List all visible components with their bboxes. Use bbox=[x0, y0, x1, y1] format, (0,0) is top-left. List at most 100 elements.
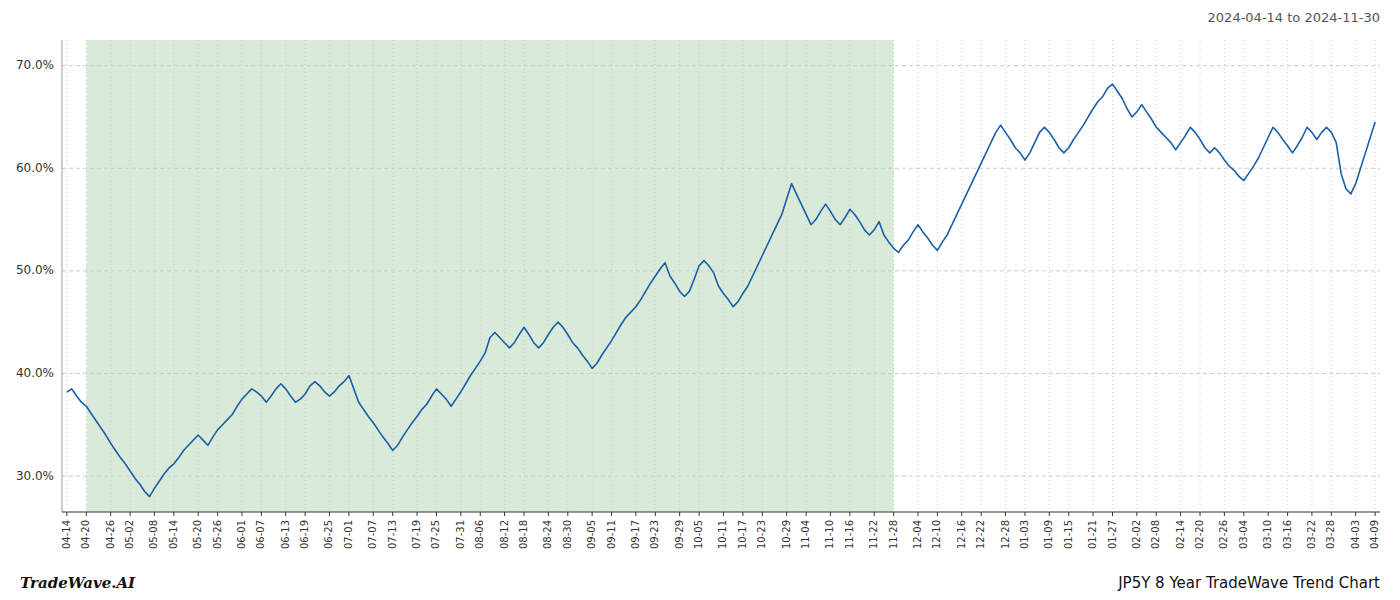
x-tick-label: 09-17 bbox=[630, 520, 641, 549]
x-tick bbox=[1068, 512, 1069, 516]
title: 2024-04-14 to 2024-11-30 bbox=[1208, 10, 1380, 25]
x-tick bbox=[217, 512, 218, 516]
x-tick bbox=[1224, 512, 1225, 516]
x-tick bbox=[1093, 512, 1094, 516]
x-tick-label: 06-01 bbox=[236, 520, 247, 549]
x-tick bbox=[655, 512, 656, 516]
x-tick bbox=[480, 512, 481, 516]
x-tick-label: 11-22 bbox=[868, 520, 879, 549]
x-tick bbox=[130, 512, 131, 516]
x-tick bbox=[1268, 512, 1269, 516]
x-grid-line bbox=[1311, 40, 1312, 512]
x-grid-line bbox=[329, 40, 330, 512]
x-tick-label: 02-26 bbox=[1218, 520, 1229, 549]
x-tick bbox=[86, 512, 87, 516]
x-tick bbox=[373, 512, 374, 516]
x-tick-label: 11-10 bbox=[824, 520, 835, 549]
x-tick-label: 10-11 bbox=[717, 520, 728, 549]
x-tick-label: 08-18 bbox=[518, 520, 529, 549]
x-tick bbox=[635, 512, 636, 516]
x-tick-label: 06-07 bbox=[255, 520, 266, 549]
y-grid-line bbox=[62, 373, 1380, 374]
x-tick-label: 12-16 bbox=[956, 520, 967, 549]
chart: 30.0%40.0%50.0%60.0%70.0%04-1404-2004-26… bbox=[0, 0, 1400, 600]
x-tick bbox=[830, 512, 831, 516]
x-tick-label: 01-15 bbox=[1063, 520, 1074, 549]
x-tick bbox=[417, 512, 418, 516]
x-tick-label: 07-01 bbox=[343, 520, 354, 549]
x-tick-label: 05-20 bbox=[192, 520, 203, 549]
x-grid-line bbox=[173, 40, 174, 512]
x-grid-line bbox=[198, 40, 199, 512]
x-tick bbox=[154, 512, 155, 516]
x-grid-line bbox=[1224, 40, 1225, 512]
x-tick bbox=[1049, 512, 1050, 516]
x-grid-line bbox=[937, 40, 938, 512]
x-grid-line bbox=[762, 40, 763, 512]
x-tick-label: 05-08 bbox=[148, 520, 159, 549]
x-tick bbox=[849, 512, 850, 516]
x-tick bbox=[460, 512, 461, 516]
y-grid-line bbox=[62, 168, 1380, 169]
x-grid-line bbox=[524, 40, 525, 512]
x-tick bbox=[1311, 512, 1312, 516]
x-grid-line bbox=[373, 40, 374, 512]
x-grid-line bbox=[1355, 40, 1356, 512]
x-tick-label: 07-13 bbox=[387, 520, 398, 549]
x-tick bbox=[917, 512, 918, 516]
x-grid-line bbox=[285, 40, 286, 512]
x-tick bbox=[874, 512, 875, 516]
x-tick bbox=[1375, 512, 1376, 516]
x-grid-line bbox=[961, 40, 962, 512]
x-tick-label: 01-09 bbox=[1043, 520, 1054, 549]
x-tick-label: 08-06 bbox=[474, 520, 485, 549]
x-tick bbox=[1180, 512, 1181, 516]
x-tick-label: 12-22 bbox=[975, 520, 986, 549]
x-tick bbox=[893, 512, 894, 516]
x-tick bbox=[504, 512, 505, 516]
x-tick-label: 03-22 bbox=[1306, 520, 1317, 549]
region-layer bbox=[86, 40, 893, 512]
x-tick bbox=[305, 512, 306, 516]
x-tick bbox=[1200, 512, 1201, 516]
x-grid-line bbox=[893, 40, 894, 512]
x-grid-line bbox=[1156, 40, 1157, 512]
x-grid-line bbox=[1180, 40, 1181, 512]
x-tick bbox=[981, 512, 982, 516]
x-tick bbox=[436, 512, 437, 516]
x-grid-line bbox=[874, 40, 875, 512]
x-grid-line bbox=[1243, 40, 1244, 512]
y-tick-label: 50.0% bbox=[16, 263, 54, 277]
shaded-region bbox=[86, 40, 893, 512]
x-grid-line bbox=[1268, 40, 1269, 512]
x-tick bbox=[1156, 512, 1157, 516]
x-tick bbox=[66, 512, 67, 516]
x-tick-label: 08-30 bbox=[562, 520, 573, 549]
background-layer bbox=[86, 40, 893, 512]
x-tick-label: 03-10 bbox=[1262, 520, 1273, 549]
x-grid-line bbox=[849, 40, 850, 512]
x-tick bbox=[173, 512, 174, 516]
x-tick bbox=[723, 512, 724, 516]
x-grid-line bbox=[305, 40, 306, 512]
x-grid-line bbox=[154, 40, 155, 512]
x-grid-line bbox=[261, 40, 262, 512]
x-tick-label: 04-14 bbox=[61, 520, 72, 549]
x-tick-label: 05-14 bbox=[168, 520, 179, 549]
y-axis-line bbox=[62, 40, 63, 512]
x-grid-line bbox=[1068, 40, 1069, 512]
x-tick-label: 01-03 bbox=[1019, 520, 1030, 549]
y-tick-label: 60.0% bbox=[16, 161, 54, 175]
x-tick-label: 12-28 bbox=[1000, 520, 1011, 549]
axes: 30.0%40.0%50.0%60.0%70.0%04-1404-2004-26… bbox=[16, 40, 1380, 549]
x-tick-label: 02-14 bbox=[1175, 520, 1186, 549]
x-grid-line bbox=[130, 40, 131, 512]
x-tick-label: 06-13 bbox=[280, 520, 291, 549]
x-tick-label: 06-19 bbox=[299, 520, 310, 549]
x-grid-line bbox=[392, 40, 393, 512]
x-tick bbox=[261, 512, 262, 516]
x-tick-label: 06-25 bbox=[323, 520, 334, 549]
x-tick-label: 10-17 bbox=[737, 520, 748, 549]
x-tick bbox=[611, 512, 612, 516]
grid bbox=[62, 40, 1380, 512]
